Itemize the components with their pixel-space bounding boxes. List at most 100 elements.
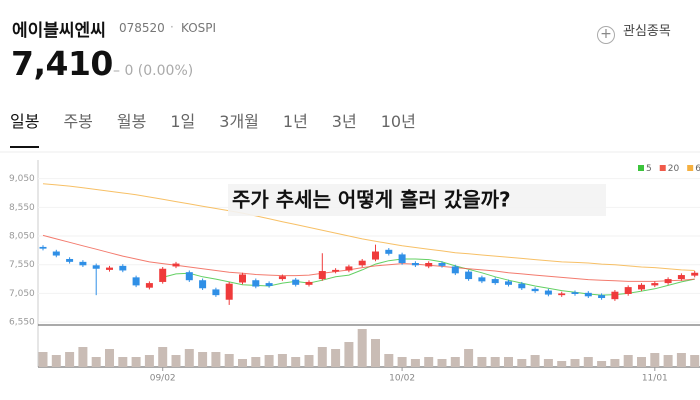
market: KOSPI <box>181 21 217 35</box>
candle-body <box>677 275 685 280</box>
volume-bar <box>291 357 301 367</box>
candle-body <box>79 261 87 266</box>
candle-body <box>691 272 699 276</box>
candle-body <box>571 292 579 294</box>
period-tab[interactable]: 일봉 <box>10 108 40 148</box>
volume-bar <box>650 353 660 367</box>
y-tick-label: 6,550 <box>9 318 35 328</box>
volume-bar <box>690 355 700 367</box>
candle-body <box>278 276 286 280</box>
period-tab[interactable]: 1년 <box>282 112 308 131</box>
x-tick-label: 10/02 <box>389 374 415 384</box>
candle-body <box>611 291 619 300</box>
candle-body <box>411 263 419 266</box>
volume-bar <box>663 355 673 367</box>
volume-bar <box>424 357 434 367</box>
legend-swatch <box>687 165 694 171</box>
legend-label: 60 <box>695 164 700 174</box>
volume-bar <box>78 347 88 367</box>
candle-body <box>318 271 326 280</box>
volume-bar <box>131 357 141 367</box>
volume-bar <box>251 357 261 367</box>
change-text: 0 (0.00%) <box>124 63 194 79</box>
candle-body <box>239 274 246 283</box>
watch-button[interactable]: + 관심종목 <box>597 20 671 44</box>
volume-bar <box>371 339 380 367</box>
y-tick-label: 7,050 <box>9 289 35 299</box>
volume-bar <box>51 355 61 367</box>
candle-body <box>265 283 273 286</box>
candle-body <box>544 290 552 295</box>
chart-title: 주가 추세는 어떻게 흘러 갔을까? <box>232 188 511 212</box>
candle-body <box>624 287 632 294</box>
candle-body <box>106 267 113 270</box>
volume-bar <box>158 347 168 367</box>
watch-label: 관심종목 <box>623 24 671 39</box>
candle-body <box>584 292 592 297</box>
volume-bar <box>490 357 500 367</box>
volume-bar <box>264 355 274 367</box>
volume-bar <box>570 359 580 367</box>
candle-body <box>39 246 47 249</box>
candle-body <box>638 284 645 290</box>
candle-body <box>292 279 300 285</box>
volume-bar <box>384 354 394 367</box>
volume-bar <box>464 349 474 367</box>
price: 7,410 <box>11 44 113 83</box>
volume-bar <box>583 357 593 367</box>
candle-body <box>451 266 459 274</box>
period-tab[interactable]: 3개월 <box>219 112 259 131</box>
volume-bar <box>277 354 287 367</box>
stock-code: 078520 <box>119 21 165 35</box>
candle-body <box>398 254 406 263</box>
x-tick-label: 11/01 <box>642 374 668 384</box>
volume-bar <box>397 357 407 367</box>
volume-bar <box>344 342 354 367</box>
candle-body <box>438 263 446 266</box>
volume-bar <box>184 349 194 367</box>
moving-average-line <box>42 183 695 271</box>
period-tab[interactable]: 주봉 <box>63 112 93 131</box>
period-tab[interactable]: 3년 <box>331 112 357 131</box>
volume-bar <box>91 357 101 367</box>
change: – 0 (0.00%) <box>113 63 193 79</box>
volume-bar <box>597 361 607 367</box>
volume-bar <box>198 352 208 367</box>
volume-bar <box>450 357 460 367</box>
candle-body <box>66 258 74 262</box>
moving-average-line <box>162 258 695 296</box>
volume-bar <box>623 355 633 367</box>
volume-bar <box>238 359 247 367</box>
volume-bar <box>171 355 181 367</box>
volume-bar <box>637 357 646 367</box>
volume-bar <box>557 361 567 367</box>
candle-body <box>531 288 539 292</box>
candle-body <box>225 283 233 300</box>
legend-swatch <box>659 165 666 171</box>
candle-body <box>358 260 366 266</box>
volume-bar <box>317 347 327 367</box>
candle-body <box>465 271 473 280</box>
volume-bar <box>410 359 420 367</box>
candle-body <box>372 251 379 260</box>
candle-body <box>185 272 193 281</box>
period-tab[interactable]: 월봉 <box>116 112 147 131</box>
volume-bar <box>304 355 314 367</box>
candle-body <box>159 268 167 282</box>
period-tab[interactable]: 10년 <box>380 112 416 131</box>
volume-bar <box>504 357 513 367</box>
volume-bar <box>105 349 114 367</box>
candle-body <box>199 280 207 289</box>
candle-body <box>172 263 180 267</box>
volume-bar <box>224 354 234 367</box>
plus-icon: + <box>597 26 615 44</box>
candle-body <box>664 279 672 284</box>
candle-body <box>132 277 140 286</box>
candle-body <box>558 293 566 296</box>
volume-bar <box>543 359 553 367</box>
y-tick-label: 7,550 <box>9 260 35 270</box>
period-tab[interactable]: 1일 <box>170 112 196 131</box>
title-bg <box>228 184 606 216</box>
candle-body <box>92 265 100 269</box>
candle-body <box>145 283 153 288</box>
